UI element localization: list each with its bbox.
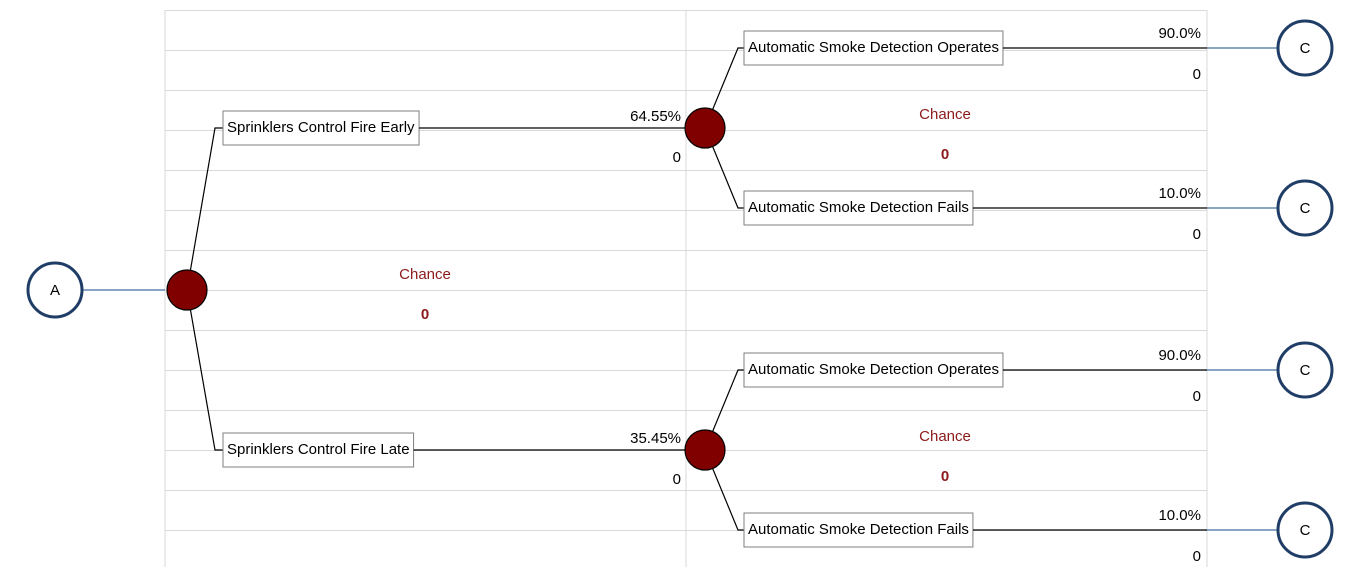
probability: 64.55% [630, 108, 681, 125]
branch-value: 0 [1193, 548, 1201, 565]
chance-node [166, 269, 208, 311]
branch-line [186, 127, 223, 291]
branch-label: Sprinklers Control Fire Late [227, 441, 410, 458]
chance-node [684, 107, 726, 149]
end-node [1276, 19, 1334, 77]
branch-box [222, 432, 415, 468]
node-type: Chance [919, 106, 971, 123]
end-label: C [1300, 522, 1311, 539]
branch-value: 0 [673, 149, 681, 166]
probability: 10.0% [1158, 507, 1201, 524]
node-type: Chance [919, 428, 971, 445]
branch-line [704, 47, 744, 129]
branch-box [743, 190, 974, 226]
branch-value: 0 [673, 471, 681, 488]
probability: 10.0% [1158, 185, 1201, 202]
branch-value: 0 [1193, 226, 1201, 243]
branch-value: 0 [1193, 66, 1201, 83]
branch-box [743, 30, 1004, 66]
end-node [1276, 179, 1334, 237]
branch-box [743, 352, 1004, 388]
end-node [1276, 501, 1334, 559]
end-label: C [1300, 362, 1311, 379]
branch-label: Automatic Smoke Detection Fails [748, 521, 969, 538]
branch-label: Automatic Smoke Detection Operates [748, 361, 999, 378]
probability: 90.0% [1158, 347, 1201, 364]
node-type: Chance [399, 266, 451, 283]
branch-label: Automatic Smoke Detection Operates [748, 39, 999, 56]
probability: 35.45% [630, 430, 681, 447]
node-value: 0 [941, 146, 949, 163]
start-node [26, 261, 84, 319]
branch-line [704, 369, 744, 451]
probability: 90.0% [1158, 25, 1201, 42]
branch-label: Automatic Smoke Detection Fails [748, 199, 969, 216]
end-label: C [1300, 200, 1311, 217]
branch-line [704, 449, 744, 531]
branch-value: 0 [1193, 388, 1201, 405]
chance-node [684, 429, 726, 471]
branch-line [704, 127, 744, 209]
end-node [1276, 341, 1334, 399]
node-value: 0 [941, 468, 949, 485]
branch-line [186, 289, 223, 451]
branch-label: Sprinklers Control Fire Early [227, 119, 415, 136]
node-value: 0 [421, 306, 429, 323]
end-label: C [1300, 40, 1311, 57]
grid [164, 10, 1208, 567]
start-label: A [50, 282, 60, 299]
